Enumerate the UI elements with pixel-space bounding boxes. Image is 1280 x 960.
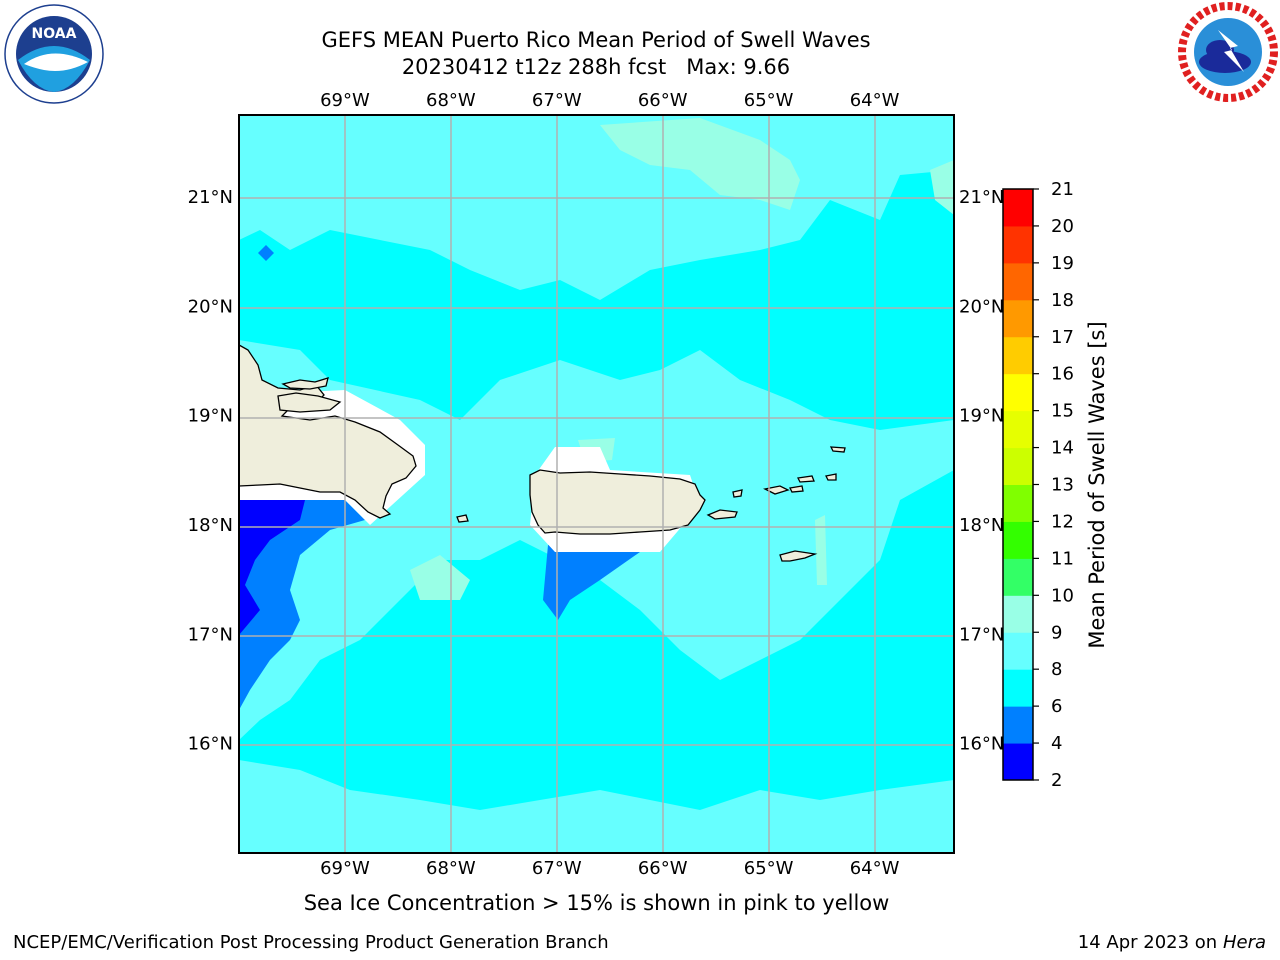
lon-tick-label: 67°W [532, 90, 582, 111]
colorbar-tick-label: 6 [1051, 696, 1062, 717]
swell-contour-4s [543, 545, 640, 620]
swell-contour-2s [239, 500, 305, 635]
nws-logo-icon [1178, 2, 1278, 102]
island-outline [789, 485, 804, 493]
map-subtitle: 20230412 t12z 288h fcst Max: 9.66 [401, 55, 791, 79]
lat-tick-label: 19°N [188, 406, 233, 427]
swell-contour-4s [258, 245, 274, 261]
colorbar-swatch [1003, 521, 1033, 559]
colorbar-tick-label: 19 [1051, 253, 1074, 274]
lon-axis-bottom: 69°W 68°W 67°W 66°W 65°W 64°W [320, 858, 900, 879]
lon-tick-label: 69°W [320, 90, 370, 111]
lon-tick-label: 68°W [426, 90, 476, 111]
lon-tick-label: 65°W [744, 858, 794, 879]
lat-tick-label: 21°N [959, 187, 1004, 208]
colorbar-tick-label: 13 [1051, 475, 1074, 496]
colorbar-tick-label: 18 [1051, 290, 1074, 311]
noaa-logo-text: NOAA [32, 26, 77, 42]
lon-tick-label: 68°W [426, 858, 476, 879]
island-outline [829, 446, 846, 453]
sea-ice-caption: Sea Ice Concentration > 15% is shown in … [303, 891, 890, 915]
colorbar-swatch [1003, 447, 1033, 485]
island-outline [797, 475, 815, 483]
island-outline [732, 489, 743, 498]
lat-axis-right: 21°N 20°N 19°N 18°N 17°N 16°N [959, 187, 1004, 755]
colorbar-swatch [1003, 669, 1033, 707]
swell-contour-9s [930, 160, 954, 215]
lat-tick-label: 20°N [959, 296, 1004, 317]
colorbar-tick-label: 15 [1051, 401, 1074, 422]
map-gridlines [239, 115, 954, 853]
swell-contour-4s [239, 500, 365, 710]
colorbar-swatch [1003, 632, 1033, 670]
swell-contour-8s [239, 760, 954, 853]
map-frame [238, 114, 955, 854]
lon-axis-top: 69°W 68°W 67°W 66°W 65°W 64°W [320, 90, 900, 111]
lon-tick-label: 64°W [850, 858, 900, 879]
puerto-rico-land [529, 469, 706, 535]
colorbar-swatch [1003, 189, 1033, 227]
lat-tick-label: 20°N [188, 296, 233, 317]
colorbar-swatch [1003, 706, 1033, 744]
colorbar-tick-label: 21 [1051, 179, 1074, 200]
colorbar-tick-label: 10 [1051, 585, 1074, 606]
island-outline [281, 377, 329, 390]
lon-tick-label: 69°W [320, 858, 370, 879]
lat-tick-label: 21°N [188, 187, 233, 208]
colorbar-tick-label: 11 [1051, 548, 1074, 569]
lon-tick-label: 67°W [532, 858, 582, 879]
lon-tick-label: 64°W [850, 90, 900, 111]
footer-organization: NCEP/EMC/Verification Post Processing Pr… [13, 932, 609, 953]
colorbar-swatch [1003, 484, 1033, 522]
lon-tick-label: 65°W [744, 90, 794, 111]
colorbar-swatch [1003, 225, 1033, 264]
colorbar-tick-label: 4 [1051, 733, 1062, 754]
colorbar-tick-label: 20 [1051, 216, 1074, 237]
lat-tick-label: 18°N [188, 515, 233, 536]
colorbar-tick-label: 8 [1051, 659, 1062, 680]
colorbar-swatch [1003, 262, 1033, 301]
island-outline [825, 473, 837, 481]
footer-date-text: 14 Apr 2023 on [1077, 932, 1218, 953]
colorbar-swatch [1003, 595, 1033, 633]
colorbar-tick-label: 2 [1051, 770, 1062, 791]
colorbar-swatch [1003, 743, 1033, 781]
colorbar-swatch [1003, 410, 1033, 449]
swell-contour-9s [815, 515, 827, 585]
footer-date: 14 Apr 2023 on Hera [1078, 932, 1266, 953]
island-outline [456, 514, 469, 523]
lat-tick-label: 17°N [188, 624, 233, 645]
lon-tick-label: 66°W [638, 858, 688, 879]
island-outline [779, 550, 818, 562]
footer-host: Hera [1222, 932, 1266, 953]
island-outline [706, 509, 738, 520]
island-outline [763, 485, 790, 495]
lat-tick-label: 16°N [188, 734, 233, 755]
colorbar-tick-label: 12 [1051, 511, 1074, 532]
colorbar-tick-label: 9 [1051, 622, 1062, 643]
swell-contour-9s [600, 118, 800, 210]
colorbar-swatch [1003, 558, 1033, 596]
lon-tick-label: 66°W [638, 90, 688, 111]
colorbar-swatch [1003, 299, 1033, 338]
map-title: GEFS MEAN Puerto Rico Mean Period of Swe… [321, 28, 871, 52]
lat-axis-left: 21°N 20°N 19°N 18°N 17°N 16°N [188, 187, 233, 755]
lat-tick-label: 17°N [959, 624, 1004, 645]
colorbar: 2 4 6 8 9 10 11 12 13 14 15 16 17 18 19 20 21 [1002, 179, 1074, 791]
colorbar-tick-label: 17 [1051, 327, 1074, 348]
colorbar-swatch [1003, 336, 1033, 375]
lat-tick-label: 16°N [959, 734, 1004, 755]
colorbar-label: Mean Period of Swell Waves [s] [1085, 321, 1109, 649]
colorbar-tick-label: 14 [1051, 438, 1074, 459]
island-outline [277, 392, 342, 413]
noaa-logo-icon: NOAA [4, 4, 104, 104]
swell-contour-9s [410, 555, 470, 600]
lat-tick-label: 19°N [959, 406, 1004, 427]
lat-tick-label: 18°N [959, 515, 1004, 536]
colorbar-tick-label: 16 [1051, 364, 1074, 385]
colorbar-swatch [1003, 373, 1033, 412]
